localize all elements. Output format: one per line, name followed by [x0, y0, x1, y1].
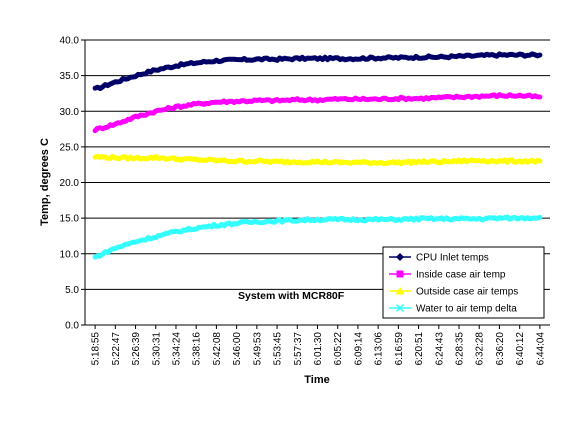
x-tick-label: 5:42:08	[212, 332, 223, 366]
x-axis-title: Time	[304, 374, 329, 386]
chart-annotation: System with MCR80F	[238, 290, 345, 302]
x-tick-label: 5:38:16	[192, 332, 203, 366]
x-tick-label: 6:16:59	[394, 332, 405, 366]
legend-label: CPU Inlet temps	[416, 253, 489, 264]
legend-label: Water to air temp delta	[416, 304, 517, 315]
y-tick-label: 20.0	[60, 178, 80, 189]
x-tick-label: 6:13:06	[374, 332, 385, 366]
x-tick-label: 6:36:20	[495, 332, 506, 366]
x-tick-label: 6:44:04	[535, 332, 546, 366]
axes	[81, 39, 550, 329]
x-tick-label: 5:30:31	[151, 332, 162, 366]
series-line	[92, 51, 543, 91]
x-tick-label: 5:46:00	[232, 332, 243, 366]
x-tick-label: 6:09:14	[353, 332, 364, 366]
x-tick-label: 6:32:28	[475, 332, 486, 366]
legend-marker	[395, 287, 405, 295]
series-line	[92, 92, 543, 134]
x-tick-label: 5:34:24	[171, 332, 182, 366]
y-tick-label: 30.0	[60, 107, 80, 118]
legend-marker	[396, 253, 404, 261]
series-line	[92, 153, 543, 167]
legend-marker	[395, 303, 405, 313]
x-tick-label: 5:49:53	[252, 332, 263, 366]
x-tick-label: 6:05:22	[333, 332, 344, 366]
x-tick-label: 6:40:12	[515, 332, 526, 366]
series-line	[92, 214, 543, 260]
y-tick-label: 5.0	[65, 285, 79, 296]
legend: CPU Inlet temps Inside case air temp Outsi…	[382, 246, 545, 319]
x-tick-label: 5:26:39	[131, 332, 142, 366]
series-layer	[92, 51, 543, 260]
y-tick-label: 10.0	[60, 249, 80, 260]
x-tick-label: 5:22:47	[111, 332, 122, 366]
y-tick-label: 35.0	[60, 71, 80, 82]
y-axis-title: Temp, degrees C	[39, 138, 51, 226]
x-tick-label: 6:01:30	[313, 332, 324, 366]
x-tick-label: 5:57:37	[293, 332, 304, 366]
legend-label: Outside case air temps	[416, 287, 518, 298]
legend-marker	[396, 270, 404, 278]
x-tick-label: 6:20:51	[414, 332, 425, 366]
y-tick-label: 15.0	[60, 214, 80, 225]
y-tick-label: 25.0	[60, 142, 80, 153]
x-tick-label: 6:28:35	[455, 332, 466, 366]
legend-box	[382, 246, 545, 319]
x-tick-label: 5:18:55	[91, 332, 102, 366]
y-tick-label: 0.0	[65, 321, 79, 332]
y-tick-label: 40.0	[60, 36, 80, 47]
x-tick-label: 5:53:45	[273, 332, 284, 366]
legend-label: Inside case air temp	[416, 270, 506, 281]
x-tick-label: 6:24:43	[434, 332, 445, 366]
axis-labels: 0.0 5.0 10.0 15.0 20.0 25.0 30.0 35.0 40.0 5:18:5…	[60, 36, 547, 366]
